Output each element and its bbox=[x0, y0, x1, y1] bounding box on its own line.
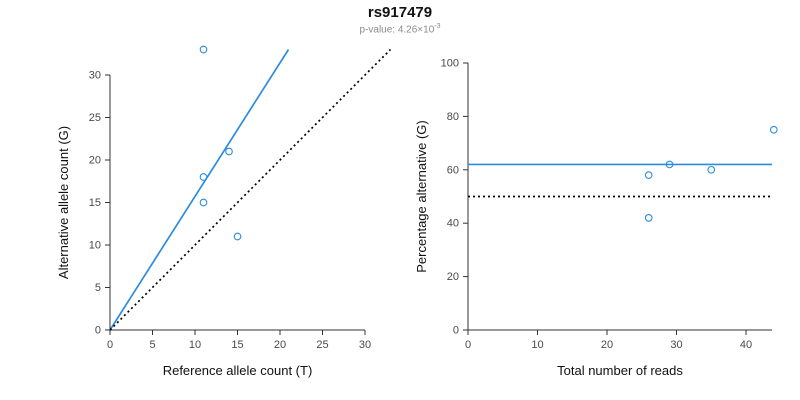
plot-subtitle: p-value: 4.26×10-3 bbox=[0, 23, 800, 35]
y-tick-label: 20 bbox=[447, 271, 459, 283]
y-tick-label: 5 bbox=[95, 282, 101, 294]
x-tick-label: 40 bbox=[740, 339, 752, 351]
data-point bbox=[199, 45, 208, 54]
x-tick-label: 0 bbox=[107, 339, 113, 351]
data-point bbox=[644, 171, 653, 179]
data-point bbox=[225, 147, 233, 156]
y-tick-label: 10 bbox=[89, 240, 101, 252]
y-tick-label: 0 bbox=[95, 325, 101, 337]
data-point bbox=[707, 165, 716, 174]
x-axis-label: Total number of reads bbox=[557, 363, 683, 378]
y-tick-label: 40 bbox=[447, 218, 459, 230]
figure-header: rs917479 p-value: 4.26×10-3 bbox=[0, 4, 800, 35]
x-tick-label: 30 bbox=[670, 339, 682, 351]
x-axis-label: Reference allele count (T) bbox=[163, 363, 313, 378]
x-tick-label: 20 bbox=[274, 339, 286, 351]
y-axis-label: Percentage alternative (G) bbox=[414, 120, 429, 272]
y-tick-label: 25 bbox=[89, 112, 101, 124]
data-point bbox=[769, 125, 778, 134]
y-tick-label: 60 bbox=[447, 164, 459, 176]
x-tick-label: 10 bbox=[189, 339, 201, 351]
data-point bbox=[665, 160, 674, 169]
y-tick-label: 100 bbox=[441, 58, 459, 70]
fit-line bbox=[109, 49, 290, 331]
data-point bbox=[233, 232, 242, 241]
y-tick-label: 80 bbox=[447, 111, 459, 123]
plot-title: rs917479 bbox=[367, 4, 433, 21]
x-tick-label: 0 bbox=[465, 339, 471, 351]
x-tick-label: 30 bbox=[359, 339, 371, 351]
y-tick-label: 30 bbox=[89, 70, 101, 82]
x-tick-label: 5 bbox=[149, 339, 155, 351]
y-tick-label: 20 bbox=[89, 155, 101, 167]
x-tick-label: 15 bbox=[231, 339, 243, 351]
identity-line bbox=[109, 48, 392, 331]
y-tick-label: 0 bbox=[453, 325, 459, 337]
data-point bbox=[644, 214, 653, 222]
pvalue-text: p-value: 4.26×10 bbox=[359, 24, 435, 36]
data-point bbox=[199, 173, 208, 181]
y-tick-label: 15 bbox=[89, 197, 101, 209]
pvalue-exponent: -3 bbox=[434, 23, 441, 30]
x-tick-label: 10 bbox=[531, 339, 543, 351]
x-tick-label: 25 bbox=[316, 339, 328, 351]
y-axis-label: Alternative allele count (G) bbox=[56, 126, 71, 279]
data-point bbox=[199, 198, 208, 207]
x-tick-label: 20 bbox=[601, 339, 613, 351]
